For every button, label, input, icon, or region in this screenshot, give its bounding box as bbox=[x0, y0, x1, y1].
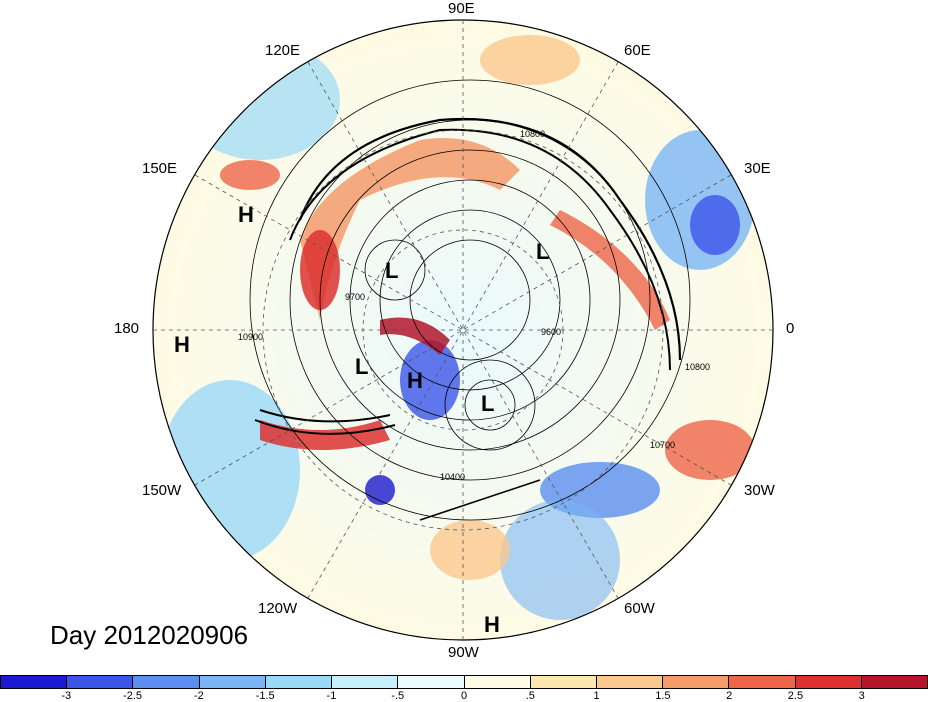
pressure-center: L bbox=[481, 391, 494, 416]
colorbar-segment bbox=[596, 676, 664, 688]
colorbar-segment bbox=[663, 676, 730, 688]
colorbar-tick-label: -2.5 bbox=[123, 690, 143, 702]
colorbar-segment bbox=[398, 676, 465, 688]
day-title: Day 2012020906 bbox=[50, 620, 249, 650]
lon-label-120e: 120E bbox=[265, 42, 301, 59]
contour-label: 10900 bbox=[238, 332, 263, 342]
contour-label: 9700 bbox=[345, 292, 365, 302]
colorbar-tick-label: 1.5 bbox=[655, 690, 671, 702]
geopotential-contours bbox=[249, 79, 691, 521]
contour-label: 10800 bbox=[520, 129, 545, 139]
lon-label-120w: 120W bbox=[258, 600, 298, 617]
colorbar-segment bbox=[199, 676, 266, 688]
colorbar-tick-label: 1 bbox=[593, 690, 600, 702]
colorbar-tick-label: -2 bbox=[193, 690, 204, 702]
anomaly-field bbox=[153, 20, 773, 640]
colorbar-segment bbox=[861, 676, 928, 688]
colorbar-labels: -3 -2.5 -2 -1.5 -1 -.5 0 .5 1 1.5 2 2.5 3 bbox=[0, 690, 928, 702]
lon-label-90e: 90E bbox=[448, 0, 475, 17]
pressure-center: L bbox=[536, 239, 549, 264]
pressure-center: L bbox=[355, 354, 368, 379]
lon-label-180: 180 bbox=[114, 320, 140, 337]
lon-label-30e: 30E bbox=[744, 160, 771, 177]
colorbar bbox=[0, 675, 928, 689]
lon-label-90w: 90W bbox=[448, 644, 479, 661]
colorbar-segment bbox=[1, 676, 68, 688]
colorbar-tick-label: 3 bbox=[858, 690, 865, 702]
colorbar-segment bbox=[332, 676, 399, 688]
colorbar-segment bbox=[265, 676, 333, 688]
pressure-center: H bbox=[407, 368, 423, 393]
colorbar-segment bbox=[795, 676, 862, 688]
lon-label-150e: 150E bbox=[142, 160, 178, 177]
colorbar-tick-label: 0 bbox=[460, 690, 468, 702]
colorbar-tick-label: -1 bbox=[326, 690, 337, 702]
pressure-center: H bbox=[174, 332, 190, 357]
colorbar-tick-label: 2.5 bbox=[787, 690, 804, 702]
lon-label-60w: 60W bbox=[624, 600, 655, 617]
pressure-centers: H L L L H L H H bbox=[174, 202, 549, 637]
lon-label-0: 0 bbox=[786, 320, 795, 337]
contour-label: 10800 bbox=[685, 362, 710, 372]
contour-label: 10400 bbox=[440, 472, 465, 482]
colorbar-tick-label: -.5 bbox=[391, 690, 405, 702]
colorbar-tick-label: 2 bbox=[726, 690, 733, 702]
lon-label-30w: 30W bbox=[744, 482, 775, 499]
pressure-center: H bbox=[484, 612, 500, 637]
lon-label-60e: 60E bbox=[624, 42, 651, 59]
contour-labels: 10800 9700 10900 10800 10700 10400 9600 bbox=[238, 129, 710, 482]
colorbar-tick-label: -1.5 bbox=[255, 690, 275, 702]
colorbar-segment bbox=[464, 676, 531, 688]
pressure-center: H bbox=[238, 202, 254, 227]
colorbar-segment bbox=[133, 676, 200, 688]
pressure-center: L bbox=[385, 258, 398, 283]
colorbar-segment bbox=[67, 676, 134, 688]
colorbar-segment bbox=[729, 676, 796, 688]
contour-label: 10700 bbox=[650, 440, 675, 450]
lon-label-150w: 150W bbox=[142, 482, 182, 499]
colorbar-tick-label: -3 bbox=[61, 690, 72, 702]
graticule bbox=[153, 20, 773, 640]
contour-label: 9600 bbox=[541, 327, 561, 337]
colorbar-tick-label: .5 bbox=[525, 690, 535, 702]
colorbar-segment bbox=[530, 676, 597, 688]
